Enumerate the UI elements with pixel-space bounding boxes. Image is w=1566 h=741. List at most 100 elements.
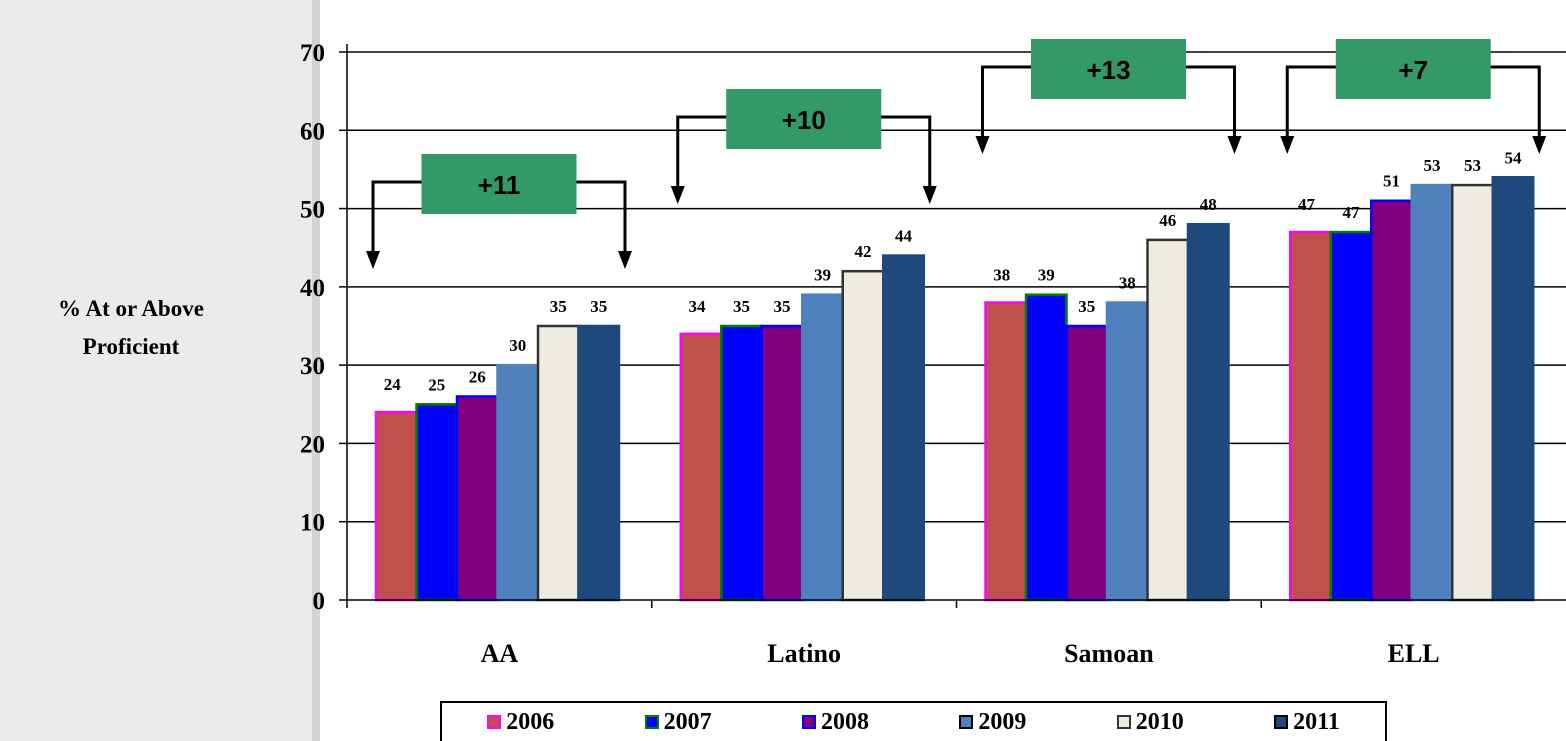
category-label-samoan: Samoan (1064, 639, 1154, 668)
annotation-box (1031, 39, 1186, 99)
annotation-label: +7 (1398, 55, 1428, 85)
data-label: 24 (384, 375, 402, 394)
bar-2009-Latino (801, 293, 844, 602)
annotation-label: +11 (478, 170, 521, 200)
bar-2006-ELL (1289, 230, 1332, 602)
legend-swatch (801, 715, 816, 729)
data-label: 53 (1424, 156, 1441, 175)
gain-annotations: +11 +10 +13 +7 (366, 39, 1547, 269)
legend-swatch (1274, 715, 1289, 729)
gain-annotation-ell: +7 (1280, 39, 1547, 154)
data-label: 46 (1159, 211, 1176, 230)
data-label: 26 (469, 367, 486, 386)
bar-2007-AA (415, 403, 459, 602)
arrowhead (1280, 136, 1295, 154)
arrowhead (618, 251, 632, 269)
bar-2008-ELL (1370, 199, 1413, 602)
bar-2006-Latino (679, 332, 723, 602)
bar-2009-ELL (1410, 183, 1454, 602)
legend-item-2008: 2008 (801, 708, 869, 736)
gain-annotation-samoan: +13 (975, 39, 1242, 154)
bar-2010-Samoan (1146, 238, 1190, 602)
data-label: 42 (855, 242, 872, 261)
y-tick-label: 10 (300, 510, 325, 537)
annotation-label: +10 (782, 105, 826, 135)
bar-2011-Samoan (1186, 222, 1230, 602)
y-tick-label: 60 (300, 118, 325, 145)
annotation-box (726, 89, 882, 149)
arrowhead (366, 251, 380, 269)
data-label: 48 (1200, 195, 1217, 214)
data-label: 35 (733, 297, 750, 316)
arrowhead (670, 186, 685, 204)
y-tick-label: 40 (300, 275, 325, 302)
data-label: 39 (1038, 266, 1055, 285)
data-label: 51 (1383, 172, 1400, 191)
category-label-aa: AA (481, 639, 519, 668)
bar-2009-AA (496, 363, 540, 602)
bar-2006-AA (374, 410, 418, 602)
bar-2007-Samoan (1024, 293, 1068, 602)
legend-label: 2008 (820, 708, 869, 735)
legend-item-2006: 2006 (487, 709, 554, 736)
axes: 0 10 20 30 40 50 60 70 AA Latino Samoan ELL (300, 40, 1566, 668)
legend-item-2009: 2009 (959, 709, 1026, 736)
legend-item-2010: 2010 (1116, 709, 1184, 736)
data-label: 35 (774, 297, 791, 316)
sidebar-divider (312, 0, 320, 741)
bar-2007-Latino (720, 324, 763, 602)
y-axis-label: % At or Above Proficient (0, 290, 262, 366)
data-label: 38 (1119, 274, 1136, 293)
bar-2007-ELL (1329, 230, 1373, 602)
data-label: 30 (509, 336, 526, 355)
annotation-box (1335, 39, 1491, 99)
arrowhead (1532, 136, 1547, 154)
annotation-box (421, 154, 577, 214)
y-tick-label: 50 (300, 197, 325, 224)
legend-item-2007: 2007 (644, 708, 712, 736)
data-label: 47 (1298, 195, 1316, 214)
annotation-label: +13 (1086, 55, 1130, 85)
legend-item-2011: 2011 (1274, 709, 1340, 736)
legend-swatch (644, 715, 659, 729)
legend-swatch (487, 715, 502, 729)
data-label: 39 (814, 266, 831, 285)
legend-label: 2009 (978, 708, 1027, 735)
data-labels: 24 25 26 30 35 35 34 35 35 39 42 44 38 39 35 38 46 48 47 47… (384, 148, 1522, 394)
arrowhead (1227, 136, 1242, 154)
gain-annotation-aa: +11 (366, 154, 632, 269)
data-label: 35 (1078, 297, 1095, 316)
legend: 2006 2007 2008 2009 2010 2011 (440, 701, 1387, 741)
sidebar-panel (0, 0, 312, 741)
data-label: 25 (428, 375, 445, 394)
data-label: 47 (1343, 203, 1361, 222)
bar-2008-AA (455, 395, 499, 602)
bar-2011-AA (577, 324, 621, 602)
arrowhead (922, 186, 937, 204)
data-label: 35 (590, 297, 607, 316)
legend-swatch (959, 715, 974, 729)
bar-2010-ELL (1451, 183, 1494, 602)
bar-2006-Samoan (984, 301, 1028, 602)
bar-2008-Latino (760, 324, 804, 602)
data-label: 38 (993, 266, 1010, 285)
data-label: 53 (1464, 156, 1481, 175)
bar-2010-AA (536, 324, 580, 602)
bar-2011-ELL (1491, 176, 1535, 602)
data-label: 35 (550, 297, 567, 316)
legend-label: 2007 (663, 708, 712, 735)
y-tick-label: 0 (313, 588, 326, 615)
arrowhead (975, 136, 990, 154)
y-tick-label: 20 (300, 431, 325, 458)
category-label-latino: Latino (767, 639, 841, 668)
category-label-ell: ELL (1388, 639, 1440, 668)
bar-2009-Samoan (1105, 301, 1149, 602)
legend-swatch (1116, 715, 1131, 729)
legend-label: 2011 (1293, 708, 1340, 735)
bar-2010-Latino (841, 269, 885, 602)
gain-annotation-latino: +10 (670, 89, 937, 204)
bar-2008-Samoan (1065, 324, 1109, 602)
bars (374, 176, 1535, 602)
data-label: 44 (895, 227, 913, 246)
